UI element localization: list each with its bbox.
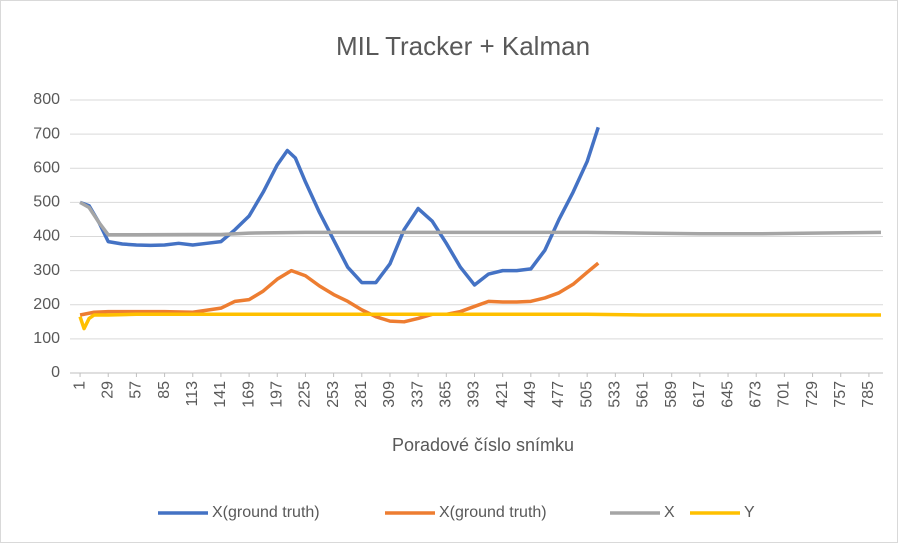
x-tick-label: 309 [381,381,398,408]
series-line [78,312,881,331]
x-tick-label: 393 [466,381,483,408]
y-tick-label: 100 [33,330,60,347]
chart-title: MIL Tracker + Kalman [336,31,590,61]
x-tick-label: 477 [550,381,567,408]
legend-label: X [664,504,675,521]
series-line [79,126,600,287]
y-tick-label: 700 [33,125,60,142]
x-tick-label: 505 [578,381,595,408]
y-tick-label: 400 [33,228,60,245]
y-tick-label: 500 [33,194,60,211]
x-tick-label: 645 [719,381,736,408]
x-tick-label: 253 [325,381,342,408]
y-tick-label: 600 [33,159,60,176]
x-axis-label: Poradové číslo snímku [392,435,574,455]
x-tick-label: 57 [128,381,145,399]
x-tick-label: 449 [522,381,539,408]
series-line [79,200,882,237]
y-tick-label: 200 [33,296,60,313]
x-tick-label: 561 [635,381,652,408]
x-tick-label: 617 [691,381,708,408]
x-tick-label: 729 [804,381,821,408]
legend-label: X(ground truth) [439,504,547,521]
x-tick-label: 337 [409,381,426,408]
x-tick-label: 533 [607,381,624,408]
x-tick-label: 113 [184,381,201,407]
x-tick-label: 701 [776,381,793,408]
x-tick-label: 589 [663,381,680,408]
x-tick-label: 673 [747,381,764,408]
x-tick-label: 169 [240,381,257,408]
x-tick-label: 197 [268,381,285,408]
x-tick-label: 29 [99,381,116,399]
y-tick-label: 300 [33,262,60,279]
x-tick-label: 421 [494,381,511,408]
x-tick-label: 225 [297,381,314,408]
x-tick-label: 1 [71,381,88,390]
x-tick-label: 365 [438,381,455,408]
x-tick-label: 85 [156,381,173,399]
legend-label: Y [744,504,755,521]
x-tick-label: 281 [353,381,370,408]
y-tick-label: 0 [51,364,60,381]
x-tick-label: 141 [212,381,229,408]
y-tick-label: 800 [33,91,60,108]
x-tick-label: 757 [832,381,849,408]
x-tick-label: 785 [860,381,877,408]
legend-label: X(ground truth) [212,504,320,521]
